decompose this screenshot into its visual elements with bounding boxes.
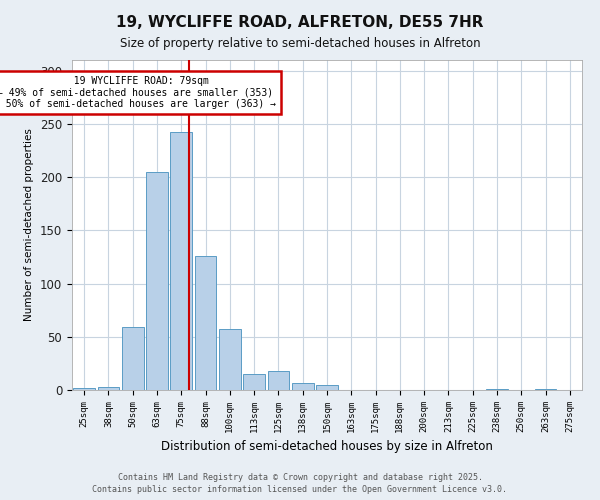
Bar bbox=[122, 327, 143, 390]
Bar bbox=[486, 389, 508, 390]
Text: 19, WYCLIFFE ROAD, ALFRETON, DE55 7HR: 19, WYCLIFFE ROAD, ALFRETON, DE55 7HR bbox=[116, 15, 484, 30]
Bar bbox=[219, 330, 241, 390]
Bar bbox=[316, 384, 338, 390]
Bar bbox=[73, 388, 95, 390]
Text: 19 WYCLIFFE ROAD: 79sqm
← 49% of semi-detached houses are smaller (353)
  50% of: 19 WYCLIFFE ROAD: 79sqm ← 49% of semi-de… bbox=[0, 76, 276, 109]
Bar bbox=[535, 389, 556, 390]
Y-axis label: Number of semi-detached properties: Number of semi-detached properties bbox=[25, 128, 34, 322]
Bar bbox=[170, 132, 192, 390]
Bar bbox=[292, 382, 314, 390]
Bar bbox=[268, 371, 289, 390]
Bar bbox=[243, 374, 265, 390]
X-axis label: Distribution of semi-detached houses by size in Alfreton: Distribution of semi-detached houses by … bbox=[161, 440, 493, 454]
Bar bbox=[97, 387, 119, 390]
Text: Size of property relative to semi-detached houses in Alfreton: Size of property relative to semi-detach… bbox=[119, 38, 481, 51]
Text: Contains HM Land Registry data © Crown copyright and database right 2025.
Contai: Contains HM Land Registry data © Crown c… bbox=[92, 472, 508, 494]
Bar bbox=[146, 172, 168, 390]
Bar bbox=[194, 256, 217, 390]
